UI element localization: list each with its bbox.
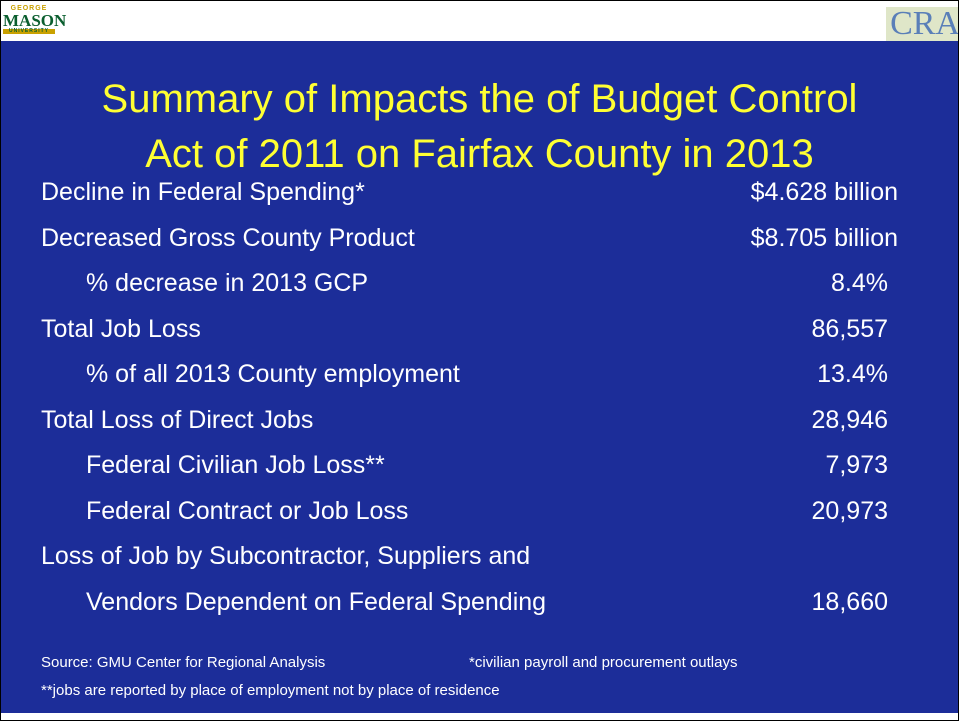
row-value: 86,557	[811, 315, 888, 343]
row-value: $4.628 billion	[750, 178, 898, 206]
row: Vendors Dependent on Federal Spending 18,…	[1, 588, 958, 628]
title-line: Act of 2011 on Fairfax County in 2013	[145, 132, 814, 176]
row-label: Decreased Gross County Product	[41, 224, 415, 252]
row-label: Federal Contract or Job Loss	[86, 497, 409, 525]
row-value: 28,946	[811, 406, 888, 434]
row: Total Loss of Direct Jobs 28,946	[1, 406, 958, 446]
row: Federal Civilian Job Loss** 7,973	[1, 451, 958, 491]
row: Loss of Job by Subcontractor, Suppliers …	[1, 542, 958, 582]
row: Federal Contract or Job Loss 20,973	[1, 497, 958, 537]
row: Total Job Loss 86,557	[1, 315, 958, 355]
source: Source: GMU Center for Regional Analysis	[41, 654, 326, 671]
logo-text: GEORGE	[10, 5, 48, 12]
row-label: Total Job Loss	[41, 315, 201, 343]
row: % of all 2013 County employment 13.4%	[1, 360, 958, 400]
row-label: Federal Civilian Job Loss**	[86, 451, 385, 479]
row-label: % decrease in 2013 GCP	[86, 269, 369, 297]
row-value: 18,660	[811, 588, 888, 616]
content-panel	[1, 41, 958, 713]
row: % decrease in 2013 GCP 8.4%	[1, 269, 958, 309]
cra-logo: CRA	[886, 7, 958, 41]
row-label: Total Loss of Direct Jobs	[41, 406, 314, 434]
row: Decline in Federal Spending* $4.628 billi…	[1, 178, 958, 218]
row-value: $8.705 billion	[750, 224, 898, 252]
row-label: Loss of Job by Subcontractor, Suppliers …	[41, 542, 531, 570]
row-value: 7,973	[825, 451, 888, 479]
logo-text: MASON	[3, 11, 67, 30]
row-label: % of all 2013 County employment	[86, 360, 460, 388]
title-line: Summary of Impacts the of Budget Control	[101, 77, 858, 121]
row-value: 20,973	[811, 497, 888, 525]
footnote: **jobs are reported by place of employme…	[41, 682, 500, 699]
logo-text: UNIVERSITY	[3, 29, 55, 34]
row-value: 8.4%	[831, 269, 888, 297]
row-value: 13.4%	[817, 360, 888, 388]
row-label: Vendors Dependent on Federal Spending	[86, 588, 547, 616]
row: Decreased Gross County Product $8.705 bil…	[1, 224, 958, 264]
footnote: *civilian payroll and procurement outlay…	[469, 654, 738, 671]
row-label: Decline in Federal Spending*	[41, 178, 365, 206]
gmu-logo: GEORGE MASON UNIVERSITY	[3, 5, 67, 34]
